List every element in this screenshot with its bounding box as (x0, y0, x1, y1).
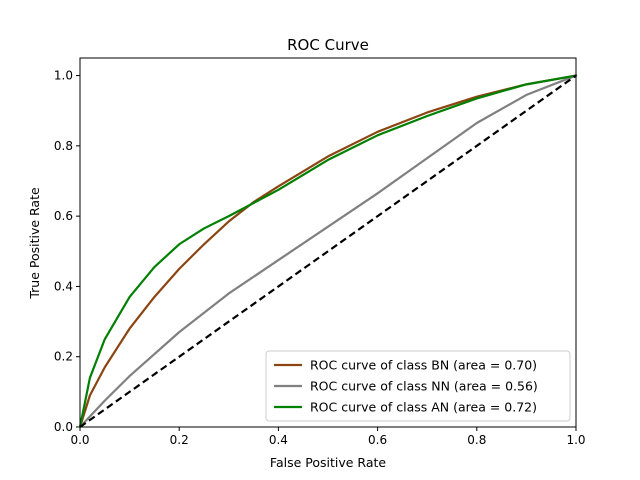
y-tick-label: 0.6 (54, 209, 73, 223)
y-tick-label: 0.2 (54, 350, 73, 364)
chart-title: ROC Curve (287, 36, 369, 54)
roc-series-line-0 (78, 74, 578, 429)
y-tick-label: 0.4 (54, 279, 73, 293)
roc-series-line-2 (78, 74, 578, 429)
x-tick-label: 0.4 (269, 433, 288, 447)
y-tick-label: 0.0 (54, 420, 73, 434)
chance-diagonal-line (79, 74, 577, 428)
y-tick-label: 1.0 (54, 69, 73, 83)
legend: ROC curve of class BN (area = 0.70) ROC c… (265, 350, 571, 422)
x-tick-label: 1.0 (566, 433, 585, 447)
x-tick-label: 0.6 (368, 433, 387, 447)
roc-series-line-1 (78, 74, 578, 429)
y-axis-label: True Positive Rate (27, 187, 42, 300)
axes-frame (79, 57, 577, 428)
legend-entry-label: ROC curve of class BN (area = 0.70) (310, 358, 537, 373)
legend-entry-label: ROC curve of class AN (area = 0.72) (310, 400, 537, 415)
x-tick-label: 0.8 (467, 433, 486, 447)
axis-ticks: 0.0 0.2 0.4 0.6 0.8 1.0 0.0 0.2 0.4 0.6 0.8 1.0 (54, 69, 586, 447)
y-tick-label: 0.8 (54, 139, 73, 153)
x-tick-label: 0.0 (70, 433, 89, 447)
legend-entry-label: ROC curve of class NN (area = 0.56) (310, 379, 538, 394)
legend-box (265, 350, 571, 422)
plot-area (78, 74, 578, 429)
x-axis-label: False Positive Rate (270, 455, 386, 470)
x-tick-label: 0.2 (170, 433, 189, 447)
